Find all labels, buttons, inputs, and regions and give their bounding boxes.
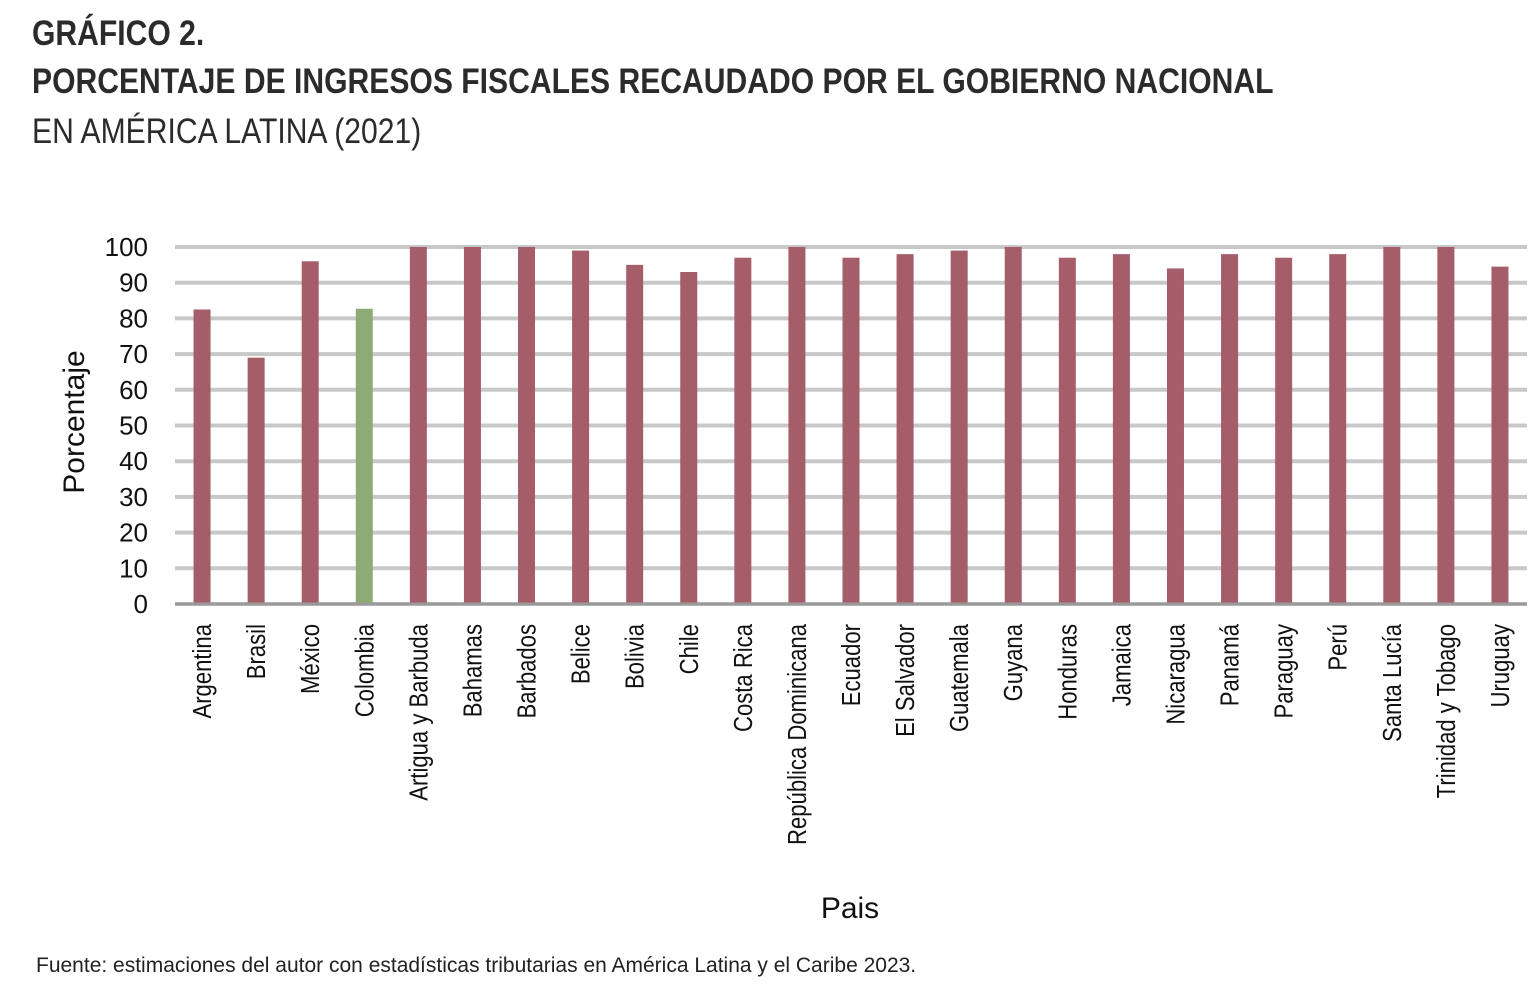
bar — [1491, 266, 1509, 604]
bar — [734, 257, 752, 604]
bar — [518, 247, 536, 604]
bar — [896, 254, 914, 604]
x-tick-label: Costa Rica — [729, 623, 758, 732]
y-tick-label: 0 — [134, 589, 148, 619]
x-axis-categories: Argentina Brasil México Colombia Artigua y B… — [188, 623, 1515, 844]
chart-title-number: GRÁFICO 2. — [32, 14, 205, 53]
x-tick-label: Nicaragua — [1162, 623, 1191, 724]
bar — [247, 357, 265, 604]
bar — [301, 261, 319, 604]
y-tick-label: 50 — [119, 411, 148, 441]
bar — [1383, 247, 1401, 604]
x-tick-label: Barbados — [513, 624, 542, 719]
y-tick-label: 10 — [119, 553, 148, 583]
y-tick-label: 30 — [119, 482, 148, 512]
chart-subtitle: EN AMÉRICA LATINA (2021) — [32, 112, 422, 151]
x-tick-label: Colombia — [351, 623, 380, 717]
chart-title: PORCENTAJE DE INGRESOS FISCALES RECAUDAD… — [32, 62, 1274, 101]
x-tick-label: El Salvador — [891, 624, 920, 737]
x-tick-label: Santa Lucía — [1378, 623, 1407, 741]
bar — [193, 309, 211, 604]
bar — [1437, 247, 1455, 604]
y-tick-label: 90 — [119, 268, 148, 298]
y-tick-label: 40 — [119, 446, 148, 476]
x-tick-label: México — [297, 624, 326, 694]
x-tick-label: Uruguay — [1486, 624, 1515, 707]
x-tick-label: Perú — [1324, 624, 1353, 671]
x-tick-label: Chile — [675, 624, 704, 674]
x-tick-label: Honduras — [1054, 624, 1083, 720]
bar-chart: 0 10 20 30 40 50 60 70 80 90 100 Argentina Brasil Mé… — [58, 232, 1527, 925]
x-tick-label: Ecuador — [837, 624, 866, 706]
bar — [1166, 268, 1184, 604]
bar — [626, 264, 644, 604]
x-tick-label: Bahamas — [459, 624, 488, 717]
bar — [463, 247, 481, 604]
bar — [1058, 257, 1076, 604]
y-tick-label: 80 — [119, 303, 148, 333]
x-tick-label: Artigua y Barbuda — [405, 623, 434, 800]
x-tick-label: Guatemala — [946, 623, 975, 732]
x-tick-label: Brasil — [242, 624, 271, 679]
y-tick-label: 20 — [119, 518, 148, 548]
bar — [355, 308, 373, 604]
bar — [788, 247, 806, 604]
bar — [1329, 254, 1347, 604]
bar — [1004, 247, 1022, 604]
bar — [1275, 257, 1293, 604]
source-note: Fuente: estimaciones del autor con estad… — [36, 954, 917, 977]
bar — [409, 247, 427, 604]
bar — [950, 250, 968, 604]
bar — [1221, 254, 1239, 604]
x-tick-label: Bolivia — [621, 623, 650, 689]
x-tick-label: Argentina — [188, 623, 217, 718]
bar — [1112, 254, 1130, 604]
x-tick-label: Guyana — [1000, 623, 1029, 701]
y-tick-label: 100 — [105, 232, 148, 262]
bars — [193, 247, 1509, 604]
x-tick-label: Panamá — [1216, 623, 1245, 706]
x-tick-label: Jamaica — [1108, 623, 1137, 706]
y-axis-label: Porcentaje — [58, 350, 91, 493]
bar — [680, 271, 698, 604]
y-tick-label: 70 — [119, 339, 148, 369]
x-axis-label: Pais — [821, 892, 879, 925]
y-tick-label: 60 — [119, 375, 148, 405]
y-axis-ticks: 0 10 20 30 40 50 60 70 80 90 100 — [105, 232, 148, 619]
x-tick-label: Belice — [567, 624, 596, 684]
x-tick-label: Paraguay — [1270, 624, 1299, 719]
bar — [572, 250, 590, 604]
x-tick-label: República Dominicana — [783, 623, 812, 844]
bar — [842, 257, 860, 604]
x-tick-label: Trinidad y Tobago — [1432, 624, 1461, 798]
